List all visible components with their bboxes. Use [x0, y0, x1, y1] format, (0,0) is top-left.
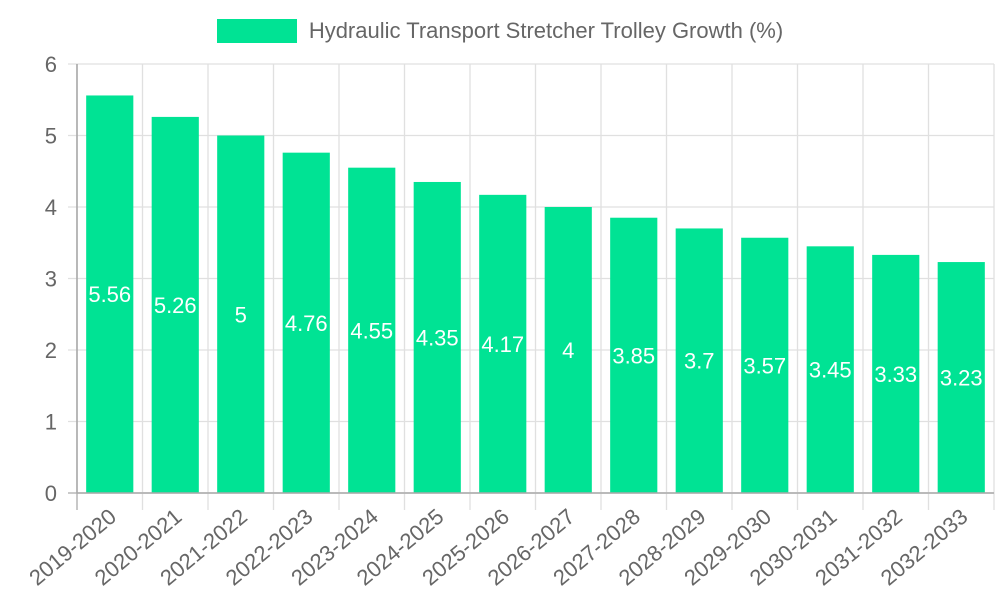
data-label: 4.55	[350, 318, 393, 343]
bar	[806, 246, 854, 493]
x-axis-tick-labels: 2019-20202020-20212021-20222022-20232023…	[24, 504, 972, 591]
data-label: 3.33	[874, 362, 917, 387]
data-labels: 5.56 5.26 5 4.76 4.55 4.35 4.17 4 3.85 3.7 3.57 3.4…	[88, 282, 982, 390]
bar	[675, 228, 723, 493]
y-tick-label: 0	[45, 481, 57, 506]
bar	[937, 262, 985, 493]
bar	[151, 116, 199, 493]
bar	[479, 194, 527, 493]
bars	[86, 95, 985, 494]
y-tick-label: 2	[45, 338, 57, 363]
y-tick-label: 1	[45, 410, 57, 435]
data-label: 5.26	[154, 293, 197, 318]
bar	[872, 254, 920, 493]
data-label: 3.7	[684, 349, 715, 374]
data-label: 3.85	[612, 343, 655, 368]
bar	[413, 181, 461, 493]
data-label: 4.35	[416, 325, 459, 350]
data-label: 5.56	[88, 282, 131, 307]
bar	[348, 167, 396, 494]
bar	[610, 217, 658, 493]
data-label: 4.76	[285, 311, 328, 336]
chart-legend[interactable]: Hydraulic Transport Stretcher Trolley Gr…	[0, 18, 1000, 44]
y-tick-label: 3	[45, 267, 57, 292]
legend-swatch	[216, 19, 297, 43]
bar	[741, 237, 789, 493]
y-tick-label: 4	[45, 195, 57, 220]
data-label: 4	[562, 338, 574, 363]
bar	[86, 95, 134, 494]
y-axis-tick-labels: 0 1 2 3 4 5 6	[45, 52, 57, 506]
bar	[217, 135, 265, 493]
grid-lines	[68, 63, 995, 510]
data-label: 5	[235, 302, 247, 327]
data-label: 3.23	[940, 366, 983, 391]
y-tick-label: 6	[45, 52, 57, 77]
bar	[544, 207, 592, 493]
y-tick-label: 5	[45, 124, 57, 149]
legend-label: Hydraulic Transport Stretcher Trolley Gr…	[308, 18, 784, 43]
axes	[76, 64, 994, 494]
bar	[282, 152, 330, 493]
data-label: 4.17	[481, 332, 524, 357]
data-label: 3.57	[743, 353, 786, 378]
data-label: 3.45	[809, 358, 852, 383]
